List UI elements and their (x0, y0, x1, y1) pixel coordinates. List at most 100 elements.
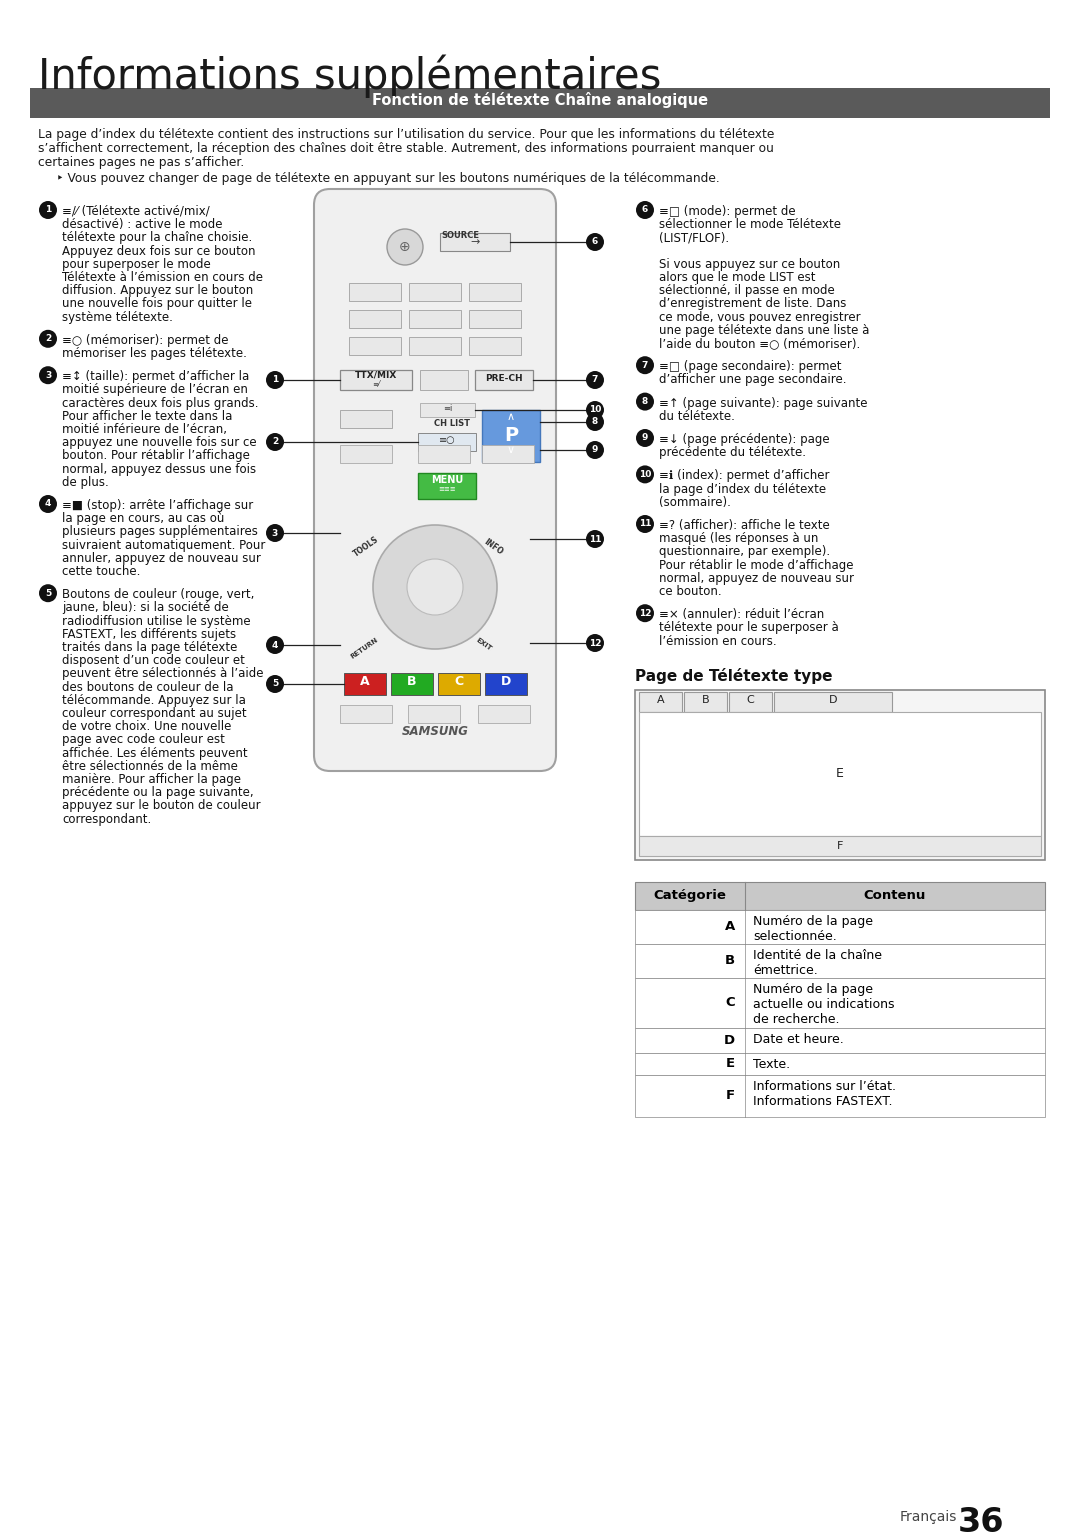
Text: correspondant.: correspondant. (62, 813, 151, 825)
Circle shape (636, 515, 654, 532)
Text: ‣ Vous pouvez changer de page de télétexte en appuyant sur les boutons numérique: ‣ Vous pouvez changer de page de télétex… (38, 172, 719, 186)
Text: désactivé) : active le mode: désactivé) : active le mode (62, 218, 222, 232)
Bar (340, 706, 392, 723)
Text: P: P (504, 426, 518, 445)
Text: Catégorie: Catégorie (653, 890, 727, 902)
Text: E: E (836, 767, 843, 781)
Circle shape (387, 229, 423, 265)
Text: A: A (657, 695, 664, 704)
Text: 7: 7 (642, 360, 648, 370)
Bar (420, 403, 475, 417)
Bar (635, 910, 1045, 943)
Text: normal, appuyez de nouveau sur: normal, appuyez de nouveau sur (659, 572, 854, 584)
Text: sélectionné, il passe en mode: sélectionné, il passe en mode (659, 284, 835, 298)
Text: Numéro de la page
selectionnée.: Numéro de la page selectionnée. (753, 914, 873, 943)
Bar (635, 1028, 1045, 1052)
Bar (340, 370, 411, 390)
Bar (409, 337, 461, 354)
Text: D: D (724, 1034, 735, 1046)
Text: masqué (les réponses à un: masqué (les réponses à un (659, 532, 819, 545)
Text: ≡↑ (page suivante): page suivante: ≡↑ (page suivante): page suivante (659, 397, 867, 410)
FancyBboxPatch shape (314, 189, 556, 772)
Text: Informations sur l’état.
Informations FASTEXT.: Informations sur l’état. Informations FA… (753, 1080, 896, 1108)
Circle shape (266, 637, 284, 653)
Text: ≡■ (stop): arrête l’affichage sur: ≡■ (stop): arrête l’affichage sur (62, 499, 253, 512)
Text: pour superposer le mode: pour superposer le mode (62, 258, 211, 272)
Text: ≡○: ≡○ (438, 436, 456, 445)
Text: (LIST/FLOF).: (LIST/FLOF). (659, 232, 729, 244)
Text: 2: 2 (45, 334, 51, 344)
Text: ce bouton.: ce bouton. (659, 584, 721, 598)
Circle shape (636, 604, 654, 623)
Bar (482, 445, 534, 463)
Bar (639, 836, 1041, 856)
Text: sélectionner le mode Télétexte: sélectionner le mode Télétexte (659, 218, 841, 232)
Text: télétexte pour le superposer à: télétexte pour le superposer à (659, 621, 839, 635)
Text: plusieurs pages supplémentaires: plusieurs pages supplémentaires (62, 526, 258, 538)
Text: 11: 11 (638, 520, 651, 529)
Text: moitié supérieure de l’écran en: moitié supérieure de l’écran en (62, 384, 248, 396)
Text: 36: 36 (958, 1506, 1004, 1534)
Bar (437, 673, 480, 695)
Text: INFO: INFO (482, 537, 504, 557)
Text: Informations supplémentaires: Informations supplémentaires (38, 55, 661, 98)
Text: C: C (454, 675, 463, 689)
Text: page avec code couleur est: page avec code couleur est (62, 733, 225, 747)
Text: Contenu: Contenu (864, 890, 927, 902)
Text: Français: Français (900, 1509, 957, 1523)
Bar (635, 943, 1045, 977)
Text: suivraient automatiquement. Pour: suivraient automatiquement. Pour (62, 538, 266, 552)
Circle shape (266, 525, 284, 542)
Text: télécommande. Appuyez sur la: télécommande. Appuyez sur la (62, 693, 246, 707)
Text: l’aide du bouton ≡○ (mémoriser).: l’aide du bouton ≡○ (mémoriser). (659, 337, 861, 350)
Text: 4: 4 (272, 641, 279, 649)
Circle shape (636, 430, 654, 446)
Text: être sélectionnés de la même: être sélectionnés de la même (62, 759, 238, 773)
Text: annuler, appuyez de nouveau sur: annuler, appuyez de nouveau sur (62, 552, 261, 565)
Text: la page en cours, au cas où: la page en cours, au cas où (62, 512, 225, 525)
Bar (349, 310, 401, 328)
Bar (420, 370, 468, 390)
Text: SOURCE: SOURCE (441, 232, 480, 239)
Text: de plus.: de plus. (62, 476, 109, 489)
Bar (639, 692, 681, 712)
Text: moitié inférieure de l’écran,: moitié inférieure de l’écran, (62, 423, 227, 436)
Bar (478, 706, 530, 723)
Text: 10: 10 (638, 469, 651, 479)
Text: d’enregistrement de liste. Dans: d’enregistrement de liste. Dans (659, 298, 847, 310)
Text: couleur correspondant au sujet: couleur correspondant au sujet (62, 707, 246, 719)
Text: FASTEXT, les différents sujets: FASTEXT, les différents sujets (62, 627, 237, 641)
Bar (30, 87, 1050, 118)
Text: normal, appuyez dessus une fois: normal, appuyez dessus une fois (62, 463, 256, 476)
Text: F: F (726, 1089, 735, 1103)
Bar (409, 310, 461, 328)
Text: Télétexte à l’émission en cours de: Télétexte à l’émission en cours de (62, 272, 264, 284)
Text: une nouvelle fois pour quitter le: une nouvelle fois pour quitter le (62, 298, 252, 310)
Text: ⊕: ⊕ (400, 239, 410, 255)
Text: Si vous appuyez sur ce bouton: Si vous appuyez sur ce bouton (659, 258, 840, 272)
Text: affichée. Les éléments peuvent: affichée. Les éléments peuvent (62, 747, 247, 759)
Text: PRE-CH: PRE-CH (485, 374, 523, 384)
Bar (469, 310, 521, 328)
Text: ≡× (annuler): réduit l’écran: ≡× (annuler): réduit l’écran (659, 607, 824, 621)
Text: ≡i: ≡i (443, 403, 453, 413)
Text: E: E (726, 1057, 735, 1071)
Text: alors que le mode LIST est: alors que le mode LIST est (659, 272, 815, 284)
Bar (482, 410, 540, 462)
Text: B: B (725, 954, 735, 968)
Text: Date et heure.: Date et heure. (753, 1032, 843, 1046)
Circle shape (266, 675, 284, 693)
Bar (349, 282, 401, 301)
Text: s’affichent correctement, la réception des chaînes doit être stable. Autrement, : s’affichent correctement, la réception d… (38, 143, 774, 155)
Text: mémoriser les pages télétexte.: mémoriser les pages télétexte. (62, 347, 247, 360)
Text: ce mode, vous pouvez enregistrer: ce mode, vous pouvez enregistrer (659, 310, 861, 324)
Bar (639, 712, 1041, 836)
Text: ≡○ (mémoriser): permet de: ≡○ (mémoriser): permet de (62, 334, 229, 347)
Bar (469, 282, 521, 301)
Text: A: A (360, 675, 369, 689)
Circle shape (586, 233, 604, 252)
Text: F: F (837, 841, 843, 851)
Bar (485, 673, 527, 695)
Text: cette touche.: cette touche. (62, 565, 140, 578)
Circle shape (586, 531, 604, 548)
